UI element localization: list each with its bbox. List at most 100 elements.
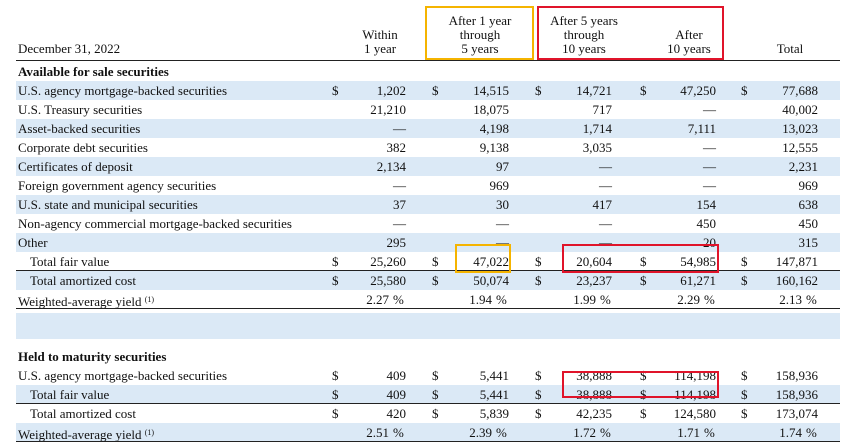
- cell-value: 420: [386, 406, 407, 421]
- cell-value: 47,022: [473, 254, 509, 269]
- cell-value: 450: [798, 216, 819, 231]
- header-total: Total: [776, 41, 804, 56]
- table-row: U.S. agency mortgage-backed securities $1…: [16, 81, 840, 100]
- dollar-sign: $: [640, 254, 647, 269]
- cell-value: 54,985: [680, 254, 716, 269]
- percent-sign: %: [806, 425, 817, 440]
- yield-value: 2.27: [366, 292, 389, 307]
- row-label: Certificates of deposit: [18, 159, 133, 174]
- yield-value: 2.39: [469, 425, 492, 440]
- cell-value: 295: [386, 235, 407, 250]
- cell-value: 1,714: [582, 121, 612, 136]
- cell-value: 1,202: [376, 83, 406, 98]
- dollar-sign: $: [640, 406, 647, 421]
- percent-sign: %: [806, 292, 817, 307]
- cell-value: 173,074: [775, 406, 818, 421]
- table-row: Total fair value $25,260 $47,022 $20,604 $54…: [16, 252, 840, 271]
- cell-value: —: [703, 159, 716, 174]
- cell-value: 14,721: [576, 83, 612, 98]
- cell-value: —: [703, 102, 716, 117]
- cell-value: 21,210: [370, 102, 406, 117]
- cell-value: 38,888: [576, 368, 612, 383]
- dollar-sign: $: [332, 254, 339, 269]
- cell-value: 37: [393, 197, 406, 212]
- cell-value: 158,936: [775, 387, 818, 402]
- cell-value: 382: [386, 140, 407, 155]
- cell-value: 4,198: [479, 121, 509, 136]
- dollar-sign: $: [432, 254, 439, 269]
- cell-value: 18,075: [473, 102, 509, 117]
- percent-sign: %: [393, 425, 404, 440]
- footnote-marker: (1): [144, 295, 155, 304]
- row-label: U.S. agency mortgage-backed securities: [18, 368, 228, 383]
- row-label: U.S. agency mortgage-backed securities: [18, 83, 228, 98]
- dollar-sign: $: [640, 387, 647, 402]
- cell-value: 160,162: [775, 273, 818, 288]
- cell-value: —: [393, 121, 406, 136]
- row-label: Total amortized cost: [30, 273, 136, 288]
- cell-value: 450: [696, 216, 717, 231]
- yield-label: Weighted-average yield (1): [18, 423, 154, 444]
- row-label: Non-agency commercial mortgage-backed se…: [18, 216, 292, 231]
- cell-value: 409: [386, 387, 407, 402]
- percent-sign: %: [393, 292, 404, 307]
- yield-label-text: Weighted-average yield: [18, 294, 142, 309]
- cell-value: 114,198: [674, 368, 716, 383]
- dollar-sign: $: [535, 254, 542, 269]
- cell-value: 154: [696, 197, 717, 212]
- footnote-marker: (1): [144, 428, 155, 437]
- cell-value: 2,134: [376, 159, 406, 174]
- cell-value: 969: [489, 178, 510, 193]
- percent-sign: %: [600, 425, 611, 440]
- cell-value: —: [496, 235, 509, 250]
- percent-sign: %: [496, 292, 507, 307]
- row-label: Foreign government agency securities: [18, 178, 217, 193]
- cell-value: 47,250: [680, 83, 716, 98]
- section-title-row: Available for sale securities: [16, 62, 840, 81]
- table-row: U.S. state and municipal securities 37 30 4…: [16, 195, 840, 214]
- cell-value: 717: [592, 102, 613, 117]
- cell-value: —: [703, 140, 716, 155]
- cell-value: 23,237: [576, 273, 612, 288]
- cell-value: 5,441: [479, 368, 509, 383]
- table-row: U.S. Treasury securities 21,210 18,075 717 —…: [16, 100, 840, 119]
- cell-value: —: [393, 178, 406, 193]
- yield-value: 1.94: [469, 292, 492, 307]
- row-label: Other: [18, 235, 48, 250]
- dollar-sign: $: [432, 83, 439, 98]
- yield-value: 1.71: [677, 425, 700, 440]
- row-label: Total fair value: [30, 254, 110, 269]
- table-row: Total amortized cost $420 $5,839 $42,235 $12…: [16, 404, 840, 423]
- dollar-sign: $: [741, 387, 748, 402]
- cell-value: 20: [703, 235, 716, 250]
- row-label: U.S. Treasury securities: [18, 102, 143, 117]
- yield-value: 1.99: [573, 292, 596, 307]
- yield-value: 1.72: [573, 425, 596, 440]
- dollar-sign: $: [741, 254, 748, 269]
- yield-value: 2.29: [677, 292, 700, 307]
- cell-value: —: [393, 216, 406, 231]
- header-date: December 31, 2022: [18, 41, 121, 56]
- dollar-sign: $: [535, 406, 542, 421]
- cell-value: 14,515: [473, 83, 509, 98]
- cell-value: 5,839: [479, 406, 509, 421]
- yield-value: 1.74: [779, 425, 802, 440]
- yield-value: 2.13: [779, 292, 802, 307]
- yield-label-text: Weighted-average yield: [18, 427, 142, 442]
- cell-value: 969: [798, 178, 819, 193]
- row-label: Total amortized cost: [30, 406, 136, 421]
- header-5-to-10-years: After 5 years through 10 years: [550, 13, 618, 56]
- cell-value: 147,871: [775, 254, 818, 269]
- dollar-sign: $: [432, 406, 439, 421]
- cell-value: 42,235: [576, 406, 612, 421]
- cell-value: 417: [592, 197, 613, 212]
- dollar-sign: $: [741, 406, 748, 421]
- dollar-sign: $: [741, 273, 748, 288]
- cell-value: 3,035: [582, 140, 612, 155]
- dollar-sign: $: [741, 368, 748, 383]
- cell-value: 30: [496, 197, 509, 212]
- dollar-sign: $: [432, 387, 439, 402]
- dollar-sign: $: [332, 273, 339, 288]
- cell-value: —: [599, 159, 612, 174]
- header-after-10-years: After 10 years: [667, 27, 711, 56]
